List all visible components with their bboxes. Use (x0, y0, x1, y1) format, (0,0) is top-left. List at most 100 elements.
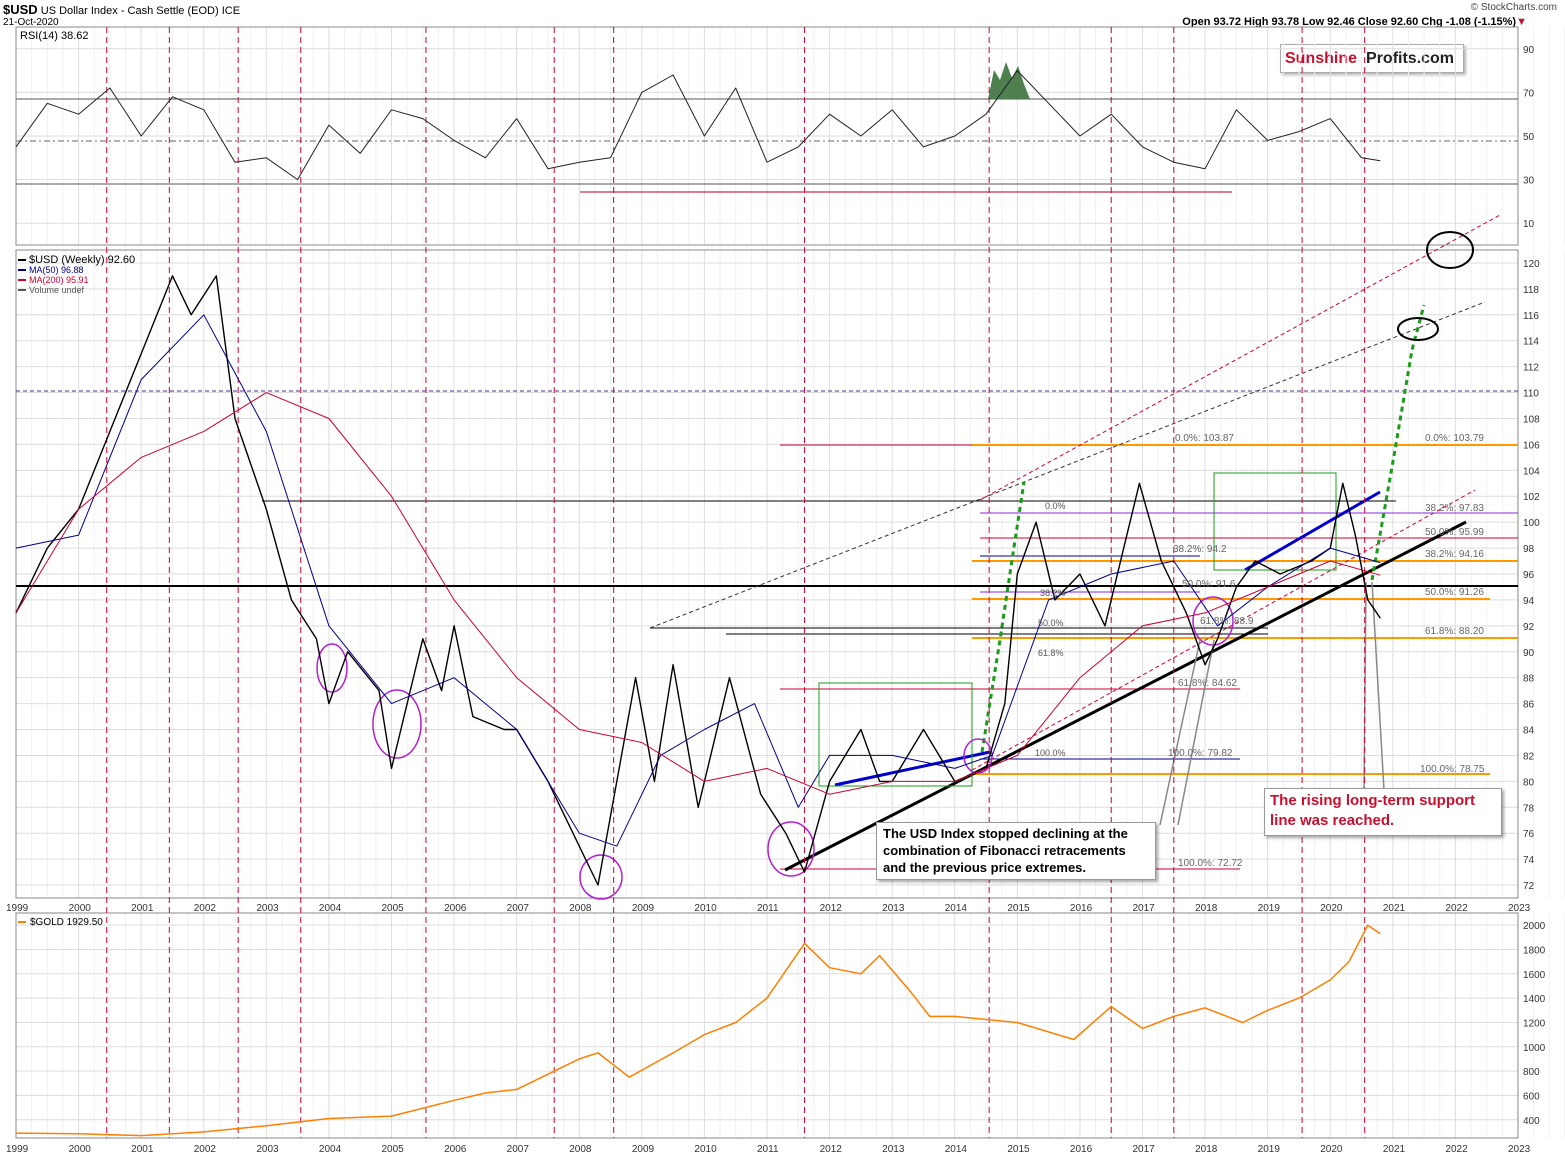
logo-part1: Sunshine (1285, 50, 1358, 67)
low-ellipse-2004 (316, 643, 348, 693)
fib-label-mid: 0.0%: 103.87 (1175, 433, 1234, 444)
x-tick-label: 2013 (882, 1144, 905, 1155)
fib-label-left: 61.8% (1038, 648, 1064, 658)
x-tick-label: 2007 (507, 903, 530, 914)
x-tick-label: 2014 (945, 903, 968, 914)
x-tick-label: 2001 (131, 1144, 154, 1155)
x-tick-label: 2008 (569, 903, 592, 914)
y-tick-label: 1400 (1523, 994, 1546, 1005)
y-tick-label: 90 (1523, 45, 1535, 56)
target-ellipse-lower (1397, 317, 1439, 341)
x-tick-label: 2000 (69, 1144, 92, 1155)
x-tick-label: 2011 (757, 903, 779, 914)
exchange: ICE (221, 5, 241, 17)
x-tick-label: 2012 (820, 903, 843, 914)
y-tick-label: 118 (1523, 285, 1539, 296)
x-tick-label: 2023 (1508, 903, 1531, 914)
y-tick-label: 114 (1523, 337, 1539, 348)
consolidation-box-2012 (818, 682, 973, 787)
x-tick-label: 2017 (1133, 903, 1156, 914)
fib-label-right: 38.2%: 97.83 (1425, 503, 1484, 514)
x-tick-label: 2000 (69, 903, 92, 914)
y-tick-label: 104 (1523, 466, 1540, 477)
y-tick-label: 102 (1523, 492, 1540, 503)
y-tick-label: 30 (1523, 176, 1535, 187)
y-tick-label: 82 (1523, 751, 1535, 762)
fib-label-left: 50.0% (1038, 618, 1064, 628)
x-tick-label: 2014 (945, 1144, 968, 1155)
static-drawings (15, 26, 1519, 1139)
x-tick-label: 2020 (1320, 1144, 1343, 1155)
upper-channel-black (649, 301, 1486, 629)
green-projection-2021 (1370, 304, 1426, 581)
callout-pointer-2 (1177, 639, 1215, 826)
y-tick-label: 90 (1523, 648, 1535, 659)
y-tick-label: 74 (1523, 855, 1535, 866)
x-tick-label: 2004 (319, 903, 342, 914)
legend-entry: $USD (Weekly) 92.60 (29, 254, 135, 266)
chart-date: 21-Oct-2020 (3, 17, 59, 28)
low-ellipse-2005 (372, 689, 422, 759)
x-tick-label: 2006 (444, 1144, 467, 1155)
gold-title: $GOLD 1929.50 (30, 917, 103, 928)
support-annotation: The rising long-term support line was re… (1264, 788, 1502, 836)
chart-labels: 10 30 50 70 90 72 74 76 78 80 82 84 86 88 90 92 94 96 98 10… (6, 30, 1546, 1155)
x-tick-label: 2009 (632, 903, 655, 914)
y-tick-label: 110 (1523, 389, 1539, 400)
x-tick-label: 2019 (1258, 1144, 1281, 1155)
x-tick-label: 2002 (194, 1144, 217, 1155)
fib-label-mid: 100.0%: 79.82 (1168, 748, 1233, 759)
fib-label-left: 0.0% (1045, 501, 1066, 511)
legend-entry: MA(50) 96.88 (29, 265, 84, 275)
upper-channel-red (979, 214, 1501, 501)
y-tick-label: 116 (1523, 311, 1539, 322)
rsi-line (15, 70, 1381, 181)
x-tick-label: 2016 (1070, 1144, 1093, 1155)
fib-label-right: 100.0%: 78.75 (1420, 764, 1485, 775)
callout-pointer-4 (1363, 581, 1367, 791)
y-tick-label: 72 (1523, 881, 1535, 892)
target-ellipse-upper (1426, 231, 1474, 269)
x-tick-label: 2019 (1258, 903, 1281, 914)
y-tick-label: 98 (1523, 544, 1535, 555)
x-tick-label: 2017 (1133, 1144, 1156, 1155)
blue-trend-2013 (834, 750, 991, 787)
fib-label-right: 50.0%: 95.99 (1425, 527, 1484, 538)
y-tick-label: 800 (1523, 1067, 1540, 1078)
symbol: $USD (3, 2, 38, 17)
fib-label-right: 50.0%: 91.26 (1425, 587, 1484, 598)
fib-label-mid: 50.0%: 91.6 (1182, 579, 1236, 590)
y-tick-label: 1000 (1523, 1043, 1546, 1054)
x-tick-label: 2020 (1320, 903, 1343, 914)
y-tick-label: 400 (1523, 1116, 1540, 1127)
y-tick-label: 70 (1523, 88, 1535, 99)
usd-panel-frame (15, 249, 1519, 899)
x-tick-label: 2010 (694, 1144, 717, 1155)
x-tick-label: 1999 (6, 903, 29, 914)
chart-marks (15, 70, 1381, 1137)
y-tick-label: 1200 (1523, 1018, 1546, 1029)
fib-label-mid: 38.2%: 94.2 (1173, 544, 1227, 555)
y-tick-label: 80 (1523, 777, 1535, 788)
credit: © StockCharts.com (1470, 2, 1557, 13)
rsi-panel-frame (15, 26, 1519, 246)
low-ellipse-2008 (579, 854, 623, 900)
y-tick-label: 106 (1523, 440, 1540, 451)
x-tick-label: 2001 (131, 903, 154, 914)
fib-label-right: 38.2%: 94.16 (1425, 549, 1484, 560)
fib-label-mid: 100.0%: 72.72 (1178, 858, 1243, 869)
x-tick-label: 2023 (1508, 1144, 1531, 1155)
quote-line: Open 93.72 High 93.78 Low 92.46 Close 92… (1182, 16, 1527, 28)
y-tick-label: 2000 (1523, 921, 1546, 932)
y-tick-label: 86 (1523, 700, 1535, 711)
y-tick-label: 108 (1523, 414, 1540, 425)
fib-annotation: The USD Index stopped declining at the c… (876, 822, 1156, 880)
y-tick-label: 78 (1523, 803, 1535, 814)
quote-text: Open 93.72 High 93.78 Low 92.46 Close 92… (1182, 16, 1517, 28)
down-triangle-icon: ▼ (1516, 16, 1527, 28)
y-tick-label: 88 (1523, 674, 1535, 685)
fib-label-mid: 61.8%: 84.62 (1178, 678, 1237, 689)
rsi-overbought-fill (988, 62, 1030, 99)
x-tick-label: 2011 (757, 1144, 779, 1155)
